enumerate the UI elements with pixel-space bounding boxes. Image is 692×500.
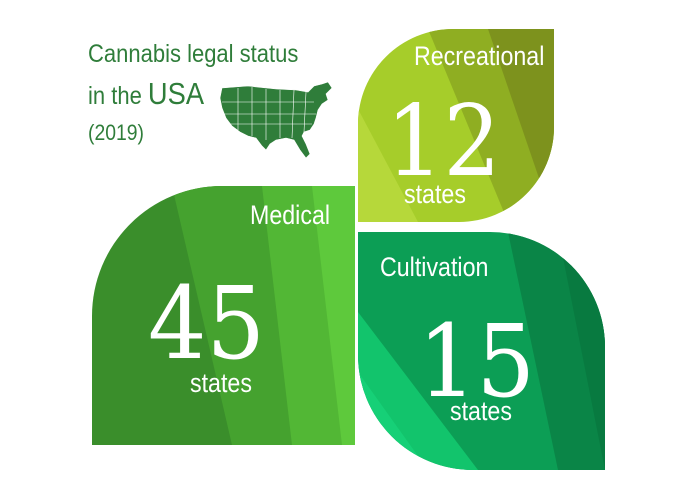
title-usa: USA [147,76,205,112]
medical-unit: states [190,368,252,398]
recreational-label: Recreational [414,41,545,71]
title-year: (2019) [88,120,144,146]
recreational-card-background [358,29,554,222]
recreational-card: Recreational 12 states [358,29,554,222]
cultivation-count: 15 [418,303,536,420]
recreational-unit: states [404,179,466,209]
cultivation-label: Cultivation [380,252,489,282]
medical-label: Medical [250,200,331,230]
cultivation-card: Cultivation 15 states [358,232,605,470]
title-line-2: in the USA [88,72,298,117]
medical-card: Medical 45 states [92,186,355,445]
cultivation-unit: states [450,396,512,426]
recreational-count: 12 [386,85,501,199]
title-line-2-prefix: in the [88,82,148,111]
title-line-1: Cannabis legal status [88,40,299,68]
medical-card-background [92,186,355,445]
medical-count: 45 [148,265,266,382]
cultivation-card-background [358,232,605,470]
infographic-title: Cannabis legal status in the USA (2019) [88,36,327,149]
usa-map-icon [219,81,333,159]
